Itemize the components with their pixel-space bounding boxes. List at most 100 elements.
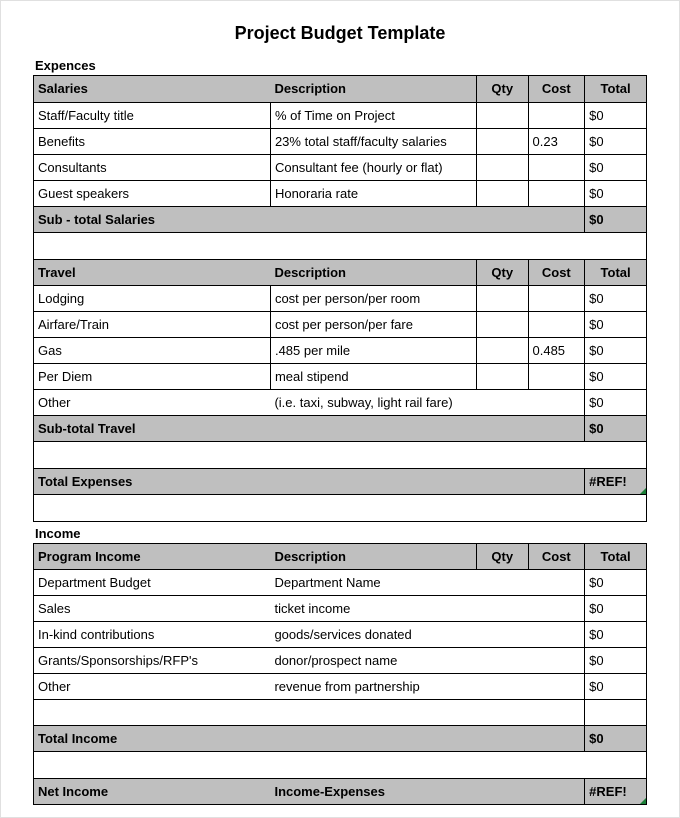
col-total: Total [585, 544, 647, 570]
col-cost: Cost [528, 76, 585, 102]
cell [477, 596, 529, 622]
cell [528, 102, 585, 128]
cell: Consultant fee (hourly or flat) [270, 154, 476, 180]
subtotal-label: Sub - total Salaries [34, 206, 585, 232]
cell: $0 [585, 648, 647, 674]
cell [528, 180, 585, 206]
cell [477, 128, 529, 154]
cell: revenue from partnership [270, 674, 476, 700]
page-title: Project Budget Template [33, 17, 647, 54]
cell [477, 648, 529, 674]
expenses-label: Expences [33, 54, 647, 76]
cell: 23% total staff/faculty salaries [270, 128, 476, 154]
cell: Gas [34, 337, 271, 363]
cell [477, 779, 529, 805]
cell: Department Name [270, 570, 476, 596]
cell: Sales [34, 596, 271, 622]
cell: $0 [585, 596, 647, 622]
cell: $0 [585, 285, 647, 311]
cell [528, 596, 585, 622]
cell [528, 311, 585, 337]
cell: Consultants [34, 154, 271, 180]
subtotal-value: $0 [585, 726, 647, 752]
cell: $0 [585, 622, 647, 648]
subtotal-label: Total Income [34, 726, 585, 752]
net-value: #REF! [585, 779, 647, 805]
cell [477, 311, 529, 337]
cell: Staff/Faculty title [34, 102, 271, 128]
col-cost: Cost [528, 544, 585, 570]
cell [528, 285, 585, 311]
cell [477, 674, 529, 700]
cell [477, 622, 529, 648]
col-label: Program Income [34, 544, 271, 570]
cell [477, 389, 529, 415]
total-label: Total Expenses [34, 468, 585, 494]
cell: ticket income [270, 596, 476, 622]
cell: Grants/Sponsorships/RFP's [34, 648, 271, 674]
col-qty: Qty [477, 259, 529, 285]
col-desc: Description [270, 259, 476, 285]
cell: $0 [585, 102, 647, 128]
cell: Department Budget [34, 570, 271, 596]
cell: meal stipend [270, 363, 476, 389]
cell: $0 [585, 154, 647, 180]
cell: % of Time on Project [270, 102, 476, 128]
col-total: Total [585, 76, 647, 102]
cell: Lodging [34, 285, 271, 311]
subtotal-label: Sub-total Travel [34, 415, 585, 441]
net-income-row: Net Income Income-Expenses #REF! [33, 778, 647, 805]
col-qty: Qty [477, 544, 529, 570]
col-label: Travel [34, 259, 271, 285]
cell: cost per person/per room [270, 285, 476, 311]
cell: Other [34, 674, 271, 700]
cell: $0 [585, 389, 647, 415]
cell: Honoraria rate [270, 180, 476, 206]
cell [528, 570, 585, 596]
cell: .485 per mile [270, 337, 476, 363]
income-table: Program Income Description Qty Cost Tota… [33, 544, 647, 753]
cell: In-kind contributions [34, 622, 271, 648]
subtotal-value: $0 [585, 206, 647, 232]
cell [477, 285, 529, 311]
cell [528, 154, 585, 180]
cell: donor/prospect name [270, 648, 476, 674]
cell [477, 363, 529, 389]
col-cost: Cost [528, 259, 585, 285]
cell [528, 389, 585, 415]
cell: $0 [585, 180, 647, 206]
cell: Per Diem [34, 363, 271, 389]
col-total: Total [585, 259, 647, 285]
net-desc: Income-Expenses [270, 779, 476, 805]
col-desc: Description [270, 76, 476, 102]
subtotal-value: $0 [585, 415, 647, 441]
cell: cost per person/per fare [270, 311, 476, 337]
cell: $0 [585, 337, 647, 363]
cell: (i.e. taxi, subway, light rail fare) [270, 389, 476, 415]
cell [477, 154, 529, 180]
col-label: Salaries [34, 76, 271, 102]
cell: $0 [585, 363, 647, 389]
cell [528, 674, 585, 700]
budget-page: Project Budget Template Expences Salarie… [0, 0, 680, 818]
cell: $0 [585, 674, 647, 700]
income-label: Income [33, 521, 647, 544]
cell [477, 570, 529, 596]
salaries-table: Salaries Description Qty Cost Total Staf… [33, 76, 647, 233]
total-expenses-row: Total Expenses #REF! [33, 468, 647, 495]
cell: $0 [585, 570, 647, 596]
col-desc: Description [270, 544, 476, 570]
net-label: Net Income [34, 779, 271, 805]
cell: 0.23 [528, 128, 585, 154]
cell [477, 180, 529, 206]
cell: Airfare/Train [34, 311, 271, 337]
cell: Guest speakers [34, 180, 271, 206]
cell: $0 [585, 311, 647, 337]
cell [477, 102, 529, 128]
total-value: #REF! [585, 468, 647, 494]
cell: Benefits [34, 128, 271, 154]
cell: Other [34, 389, 271, 415]
cell: 0.485 [528, 337, 585, 363]
cell [528, 363, 585, 389]
cell [477, 337, 529, 363]
